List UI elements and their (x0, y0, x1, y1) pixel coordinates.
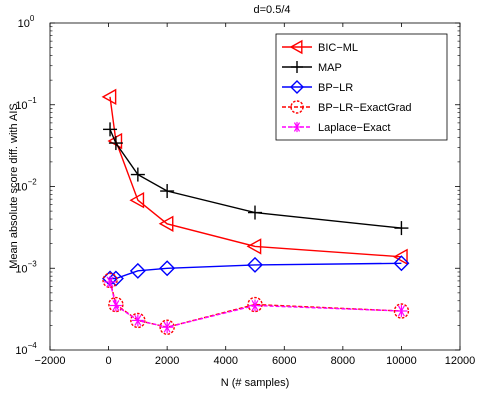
y-tick-label-exponent: −1 (28, 96, 38, 105)
x-tick-label: 8000 (331, 355, 355, 367)
y-tick-label: 10−1 (15, 96, 37, 112)
series-4 (104, 275, 408, 334)
y-tick-label: 10−3 (15, 259, 37, 275)
data-point-diamond (129, 262, 146, 279)
x-axis-label: N (# samples) (221, 377, 289, 389)
y-tick-label-base: 10 (15, 345, 27, 357)
y-tick-label-base: 10 (15, 100, 27, 112)
data-point-plus (291, 61, 303, 73)
data-point-plus (108, 136, 123, 151)
x-axis: −2000 0 2000 4000 6000 8000 10000 12000 (35, 23, 476, 367)
data-point-triangle (129, 192, 145, 209)
legend-label: Laplace−Exact (318, 122, 390, 134)
data-point-asterisk (395, 305, 408, 317)
data-point-asterisk (291, 121, 303, 133)
y-tick-label-base: 10 (15, 263, 27, 275)
y-tick-label-exponent: 0 (30, 14, 35, 23)
x-tick-label: 6000 (272, 355, 296, 367)
data-point-triangle (246, 238, 262, 255)
data-point-asterisk (104, 275, 116, 288)
y-tick-label: 10−4 (15, 341, 37, 357)
data-point-triangle (158, 215, 174, 232)
x-tick-label: 12000 (445, 355, 476, 367)
data-point-plus (130, 167, 145, 182)
data-point-plus (103, 122, 118, 137)
data-point-asterisk (131, 314, 144, 327)
data-point-circle (108, 296, 124, 313)
series-1 (103, 122, 409, 236)
legend: BIC−ML MAP BP−LR BP−LR−ExactGrad Laplace−Exa… (275, 33, 448, 141)
y-tick-label-exponent: −3 (28, 259, 38, 268)
legend-item: BIC−ML (282, 39, 358, 55)
chart-title: d=0.5/4 (253, 4, 290, 16)
legend-item: BP−LR−ExactGrad (282, 100, 412, 114)
legend-item: Laplace−Exact (282, 121, 390, 134)
data-point-triangle (392, 248, 408, 266)
y-tick-label: 10−2 (15, 178, 37, 194)
legend-label: BP−LR (318, 82, 353, 94)
data-point-circle (247, 296, 263, 313)
data-point-circle (159, 319, 175, 335)
data-point-asterisk (161, 321, 174, 334)
x-tick-label: 2000 (155, 355, 179, 367)
legend-label: BP−LR−ExactGrad (318, 102, 412, 114)
y-tick-label-exponent: −2 (28, 178, 38, 187)
series-line (109, 129, 402, 229)
series-0 (101, 88, 408, 266)
data-point-circle (393, 303, 410, 319)
legend-label: MAP (318, 62, 342, 74)
data-point-diamond (247, 256, 263, 273)
legend-item: MAP (282, 61, 342, 74)
data-point-asterisk (249, 299, 261, 312)
data-point-diamond (393, 255, 410, 272)
x-tick-label: 0 (106, 355, 112, 367)
y-tick-label-base: 10 (15, 182, 27, 194)
legend-label: BIC−ML (318, 42, 358, 54)
series-line (109, 281, 402, 328)
data-point-asterisk (109, 299, 122, 312)
x-tick-label: −2000 (35, 355, 66, 367)
data-point-plus (160, 184, 175, 199)
legend-item: BP−LR (282, 80, 353, 94)
data-point-plus (248, 205, 262, 220)
data-point-diamond (107, 270, 124, 287)
data-point-plus (394, 221, 409, 236)
y-tick-label-exponent: −4 (28, 341, 38, 350)
data-point-triangle (101, 88, 117, 106)
y-tick-label-base: 10 (18, 18, 30, 30)
data-point-circle (102, 272, 118, 289)
data-point-circle (130, 312, 146, 329)
data-point-diamond (159, 260, 176, 277)
y-tick-label: 100 (18, 14, 35, 30)
data-point-diamond (290, 80, 304, 94)
series-line (109, 96, 402, 258)
y-axis-label: Mean absolute score diff. with AIS (8, 103, 20, 269)
series-line (110, 262, 402, 280)
data-point-triangle (289, 39, 303, 55)
series-layer (101, 88, 410, 335)
data-point-circle (290, 100, 304, 114)
x-tick-label: 10000 (386, 355, 417, 367)
data-point-triangle (107, 132, 123, 150)
x-tick-label: 4000 (213, 355, 237, 367)
